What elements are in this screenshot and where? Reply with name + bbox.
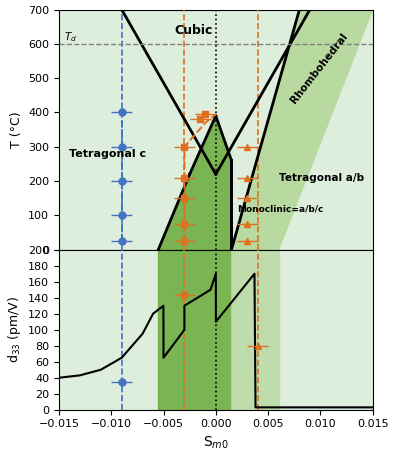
X-axis label: S$_{m0}$: S$_{m0}$ xyxy=(203,435,229,452)
Text: Tetragonal c: Tetragonal c xyxy=(69,149,147,159)
Text: Monoclinic=a/b/c: Monoclinic=a/b/c xyxy=(237,205,323,214)
Y-axis label: T (°C): T (°C) xyxy=(9,112,22,148)
Bar xyxy=(158,250,232,410)
Text: Tetragonal a/b: Tetragonal a/b xyxy=(279,173,364,183)
Y-axis label: d$_{33}$ (pm/V): d$_{33}$ (pm/V) xyxy=(6,296,22,363)
Polygon shape xyxy=(232,10,373,250)
Text: Rhombohedral: Rhombohedral xyxy=(289,31,350,105)
Text: Cubic: Cubic xyxy=(174,24,212,37)
Polygon shape xyxy=(158,116,232,250)
Bar xyxy=(232,250,279,410)
Text: $T_d$: $T_d$ xyxy=(64,30,77,43)
